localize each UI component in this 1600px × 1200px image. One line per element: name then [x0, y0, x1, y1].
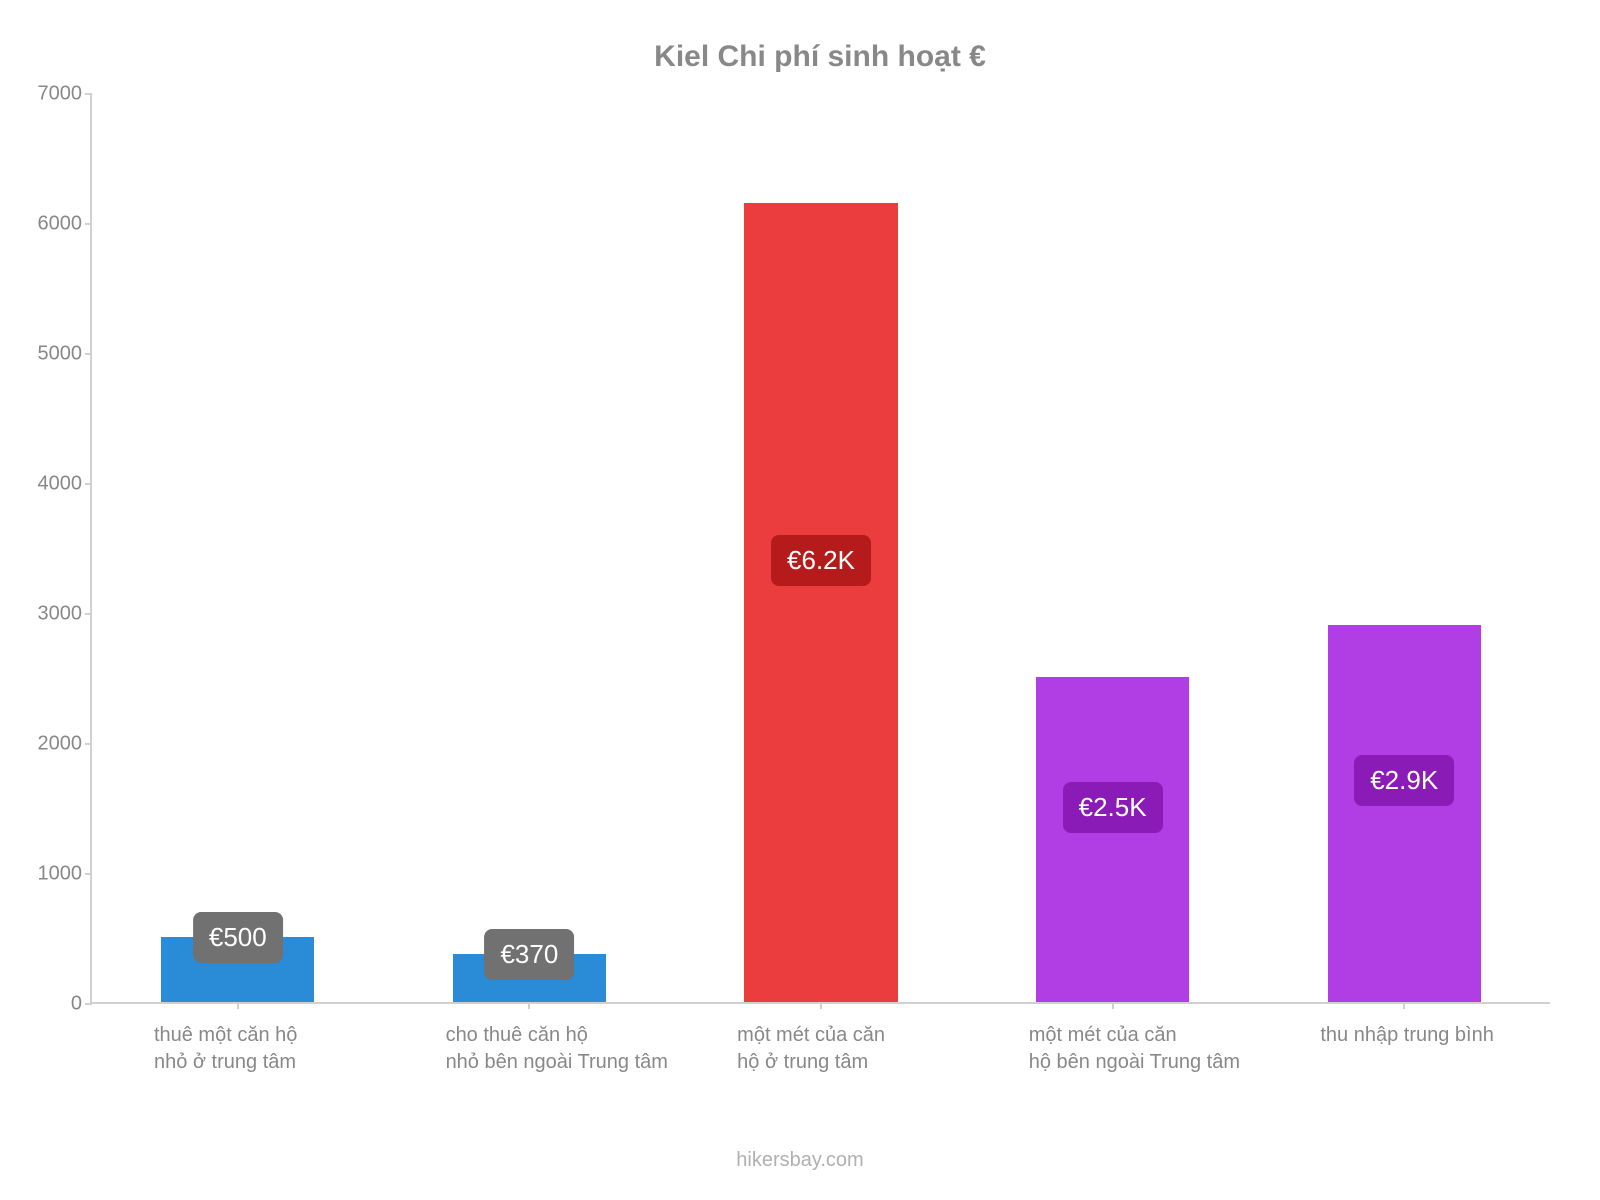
bar: [1328, 625, 1481, 1002]
x-axis-category-label: thu nhập trung bình: [1320, 1022, 1493, 1049]
y-axis-tick-mark: [85, 353, 92, 355]
y-axis-tick-mark: [85, 223, 92, 225]
y-axis-tick-label: 2000: [22, 733, 82, 756]
x-axis-category-label: một mét của căn hộ bên ngoài Trung tâm: [1029, 1022, 1240, 1076]
bar-value-label: €2.5K: [1063, 782, 1163, 833]
y-axis-tick-mark: [85, 743, 92, 745]
x-axis-category-label: cho thuê căn hộ nhỏ bên ngoài Trung tâm: [446, 1022, 668, 1076]
y-axis-tick-mark: [85, 613, 92, 615]
bar: [744, 203, 897, 1003]
x-axis-tick-mark: [1403, 1002, 1405, 1009]
footer-attribution: hikersbay.com: [0, 1149, 1600, 1172]
y-axis-tick-label: 7000: [22, 83, 82, 106]
y-axis-tick-label: 3000: [22, 603, 82, 626]
y-axis-tick-label: 1000: [22, 863, 82, 886]
bar-value-label: €370: [484, 929, 574, 980]
bar-value-label: €2.9K: [1354, 755, 1454, 806]
x-axis-tick-mark: [528, 1002, 530, 1009]
y-axis-tick-label: 4000: [22, 473, 82, 496]
x-axis-category-label: một mét của căn hộ ở trung tâm: [737, 1022, 885, 1076]
chart-container: Kiel Chi phí sinh hoạt € 010002000300040…: [0, 0, 1600, 1200]
bar: [1036, 677, 1189, 1002]
x-axis-tick-mark: [237, 1002, 239, 1009]
bar-value-label: €6.2K: [771, 535, 871, 586]
bar-value-label: €500: [193, 912, 283, 963]
y-axis-tick-label: 0: [22, 993, 82, 1016]
y-axis-tick-mark: [85, 1003, 92, 1005]
y-axis-tick-mark: [85, 483, 92, 485]
x-axis-category-label: thuê một căn hộ nhỏ ở trung tâm: [154, 1022, 297, 1076]
chart-title: Kiel Chi phí sinh hoạt €: [90, 40, 1550, 74]
plot-area: 01000200030004000500060007000€500thuê mộ…: [90, 94, 1550, 1004]
y-axis-tick-label: 6000: [22, 213, 82, 236]
x-axis-tick-mark: [1112, 1002, 1114, 1009]
y-axis-tick-mark: [85, 873, 92, 875]
y-axis-tick-label: 5000: [22, 343, 82, 366]
y-axis-tick-mark: [85, 93, 92, 95]
x-axis-tick-mark: [820, 1002, 822, 1009]
